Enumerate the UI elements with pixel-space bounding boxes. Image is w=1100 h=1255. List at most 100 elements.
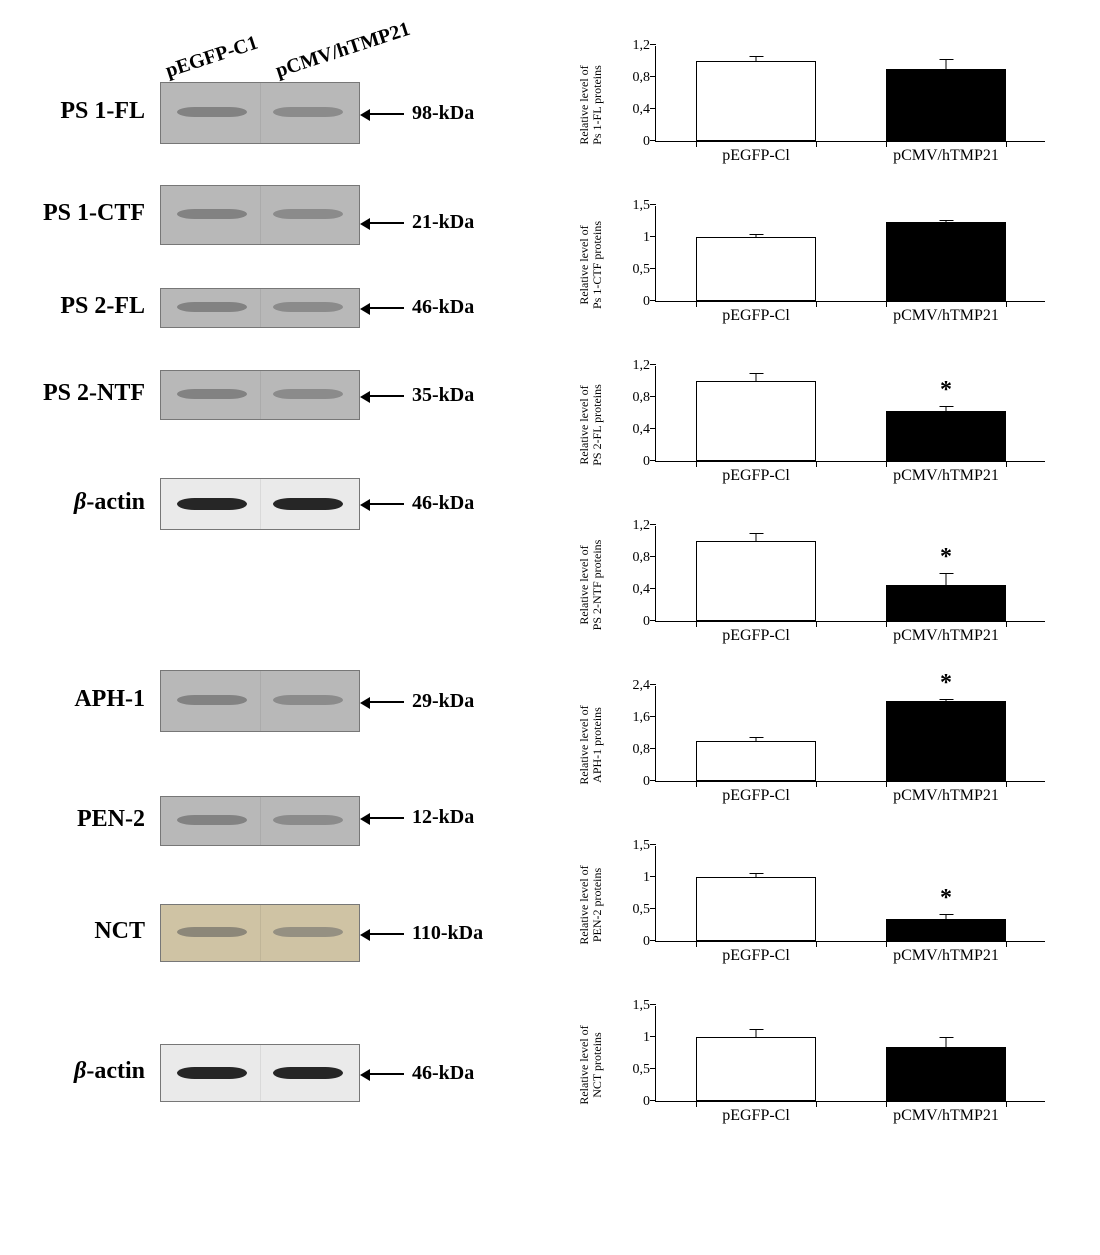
ytick-label: 0 bbox=[643, 454, 656, 470]
mw-arrow-actin2: 46-kDa bbox=[370, 1062, 474, 1085]
ytick-label: 0 bbox=[643, 134, 656, 150]
bar-left bbox=[696, 877, 816, 941]
chart-plot-area: 00,511,5pEGFP-ClpCMV/hTMP21* bbox=[655, 846, 1045, 942]
row-label-aph1: APH-1 bbox=[25, 686, 145, 713]
mw-arrow-pen2: 12-kDa bbox=[370, 806, 474, 829]
xlabel-right: pCMV/hTMP21 bbox=[893, 301, 999, 325]
bar-right bbox=[886, 69, 1006, 141]
blot-column-header-left: pEGFP-C1 bbox=[163, 32, 261, 83]
error-bar-left bbox=[756, 234, 757, 237]
blot-nct bbox=[160, 904, 360, 962]
chart-ylabel: Relative level of PS 2-NTF proteins bbox=[578, 520, 604, 650]
mw-arrow-ps1fl: 98-kDa bbox=[370, 102, 474, 125]
mw-label-nct: 110-kDa bbox=[412, 922, 483, 945]
chart-plot-area: 00,40,81,2pEGFP-ClpCMV/hTMP21 bbox=[655, 46, 1045, 142]
blot-column-header-right: pCMV/hTMP21 bbox=[273, 18, 413, 83]
bar-left bbox=[696, 237, 816, 301]
bar-chart-c1: Relative level of Ps 1-FL proteins00,40,… bbox=[590, 40, 1050, 170]
xlabel-right: pCMV/hTMP21 bbox=[893, 621, 999, 645]
row-label-ps1ctf: PS 1-CTF bbox=[25, 200, 145, 227]
ytick-label: 0,5 bbox=[633, 1062, 657, 1078]
xlabel-right: pCMV/hTMP21 bbox=[893, 461, 999, 485]
mw-arrow-ps1ctf: 21-kDa bbox=[370, 211, 474, 234]
row-label-ps1fl: PS 1-FL bbox=[25, 98, 145, 125]
ytick-label: 0,8 bbox=[633, 70, 657, 86]
mw-label-aph1: 29-kDa bbox=[412, 690, 474, 713]
error-bar-left bbox=[756, 1029, 757, 1037]
ytick-label: 1,2 bbox=[633, 38, 657, 54]
significance-star: * bbox=[940, 377, 952, 404]
error-bar-left bbox=[756, 533, 757, 541]
mw-label-actin1: 46-kDa bbox=[412, 492, 474, 515]
ytick-label: 1,2 bbox=[633, 358, 657, 374]
xlabel-right: pCMV/hTMP21 bbox=[893, 781, 999, 805]
blot-ps2ntf bbox=[160, 370, 360, 420]
arrow-icon bbox=[370, 1073, 404, 1075]
significance-star: * bbox=[940, 885, 952, 912]
error-bar-right bbox=[946, 914, 947, 919]
mw-arrow-ps2ntf: 35-kDa bbox=[370, 384, 474, 407]
ytick-label: 0,4 bbox=[633, 582, 657, 598]
bar-left bbox=[696, 1037, 816, 1101]
ytick-label: 0,8 bbox=[633, 742, 657, 758]
ytick-label: 1,5 bbox=[633, 838, 657, 854]
mw-arrow-actin1: 46-kDa bbox=[370, 492, 474, 515]
row-label-nct: NCT bbox=[25, 918, 145, 945]
arrow-icon bbox=[370, 222, 404, 224]
ytick-label: 0,8 bbox=[633, 550, 657, 566]
bar-right bbox=[886, 1047, 1006, 1101]
mw-arrow-nct: 110-kDa bbox=[370, 922, 483, 945]
bar-left bbox=[696, 741, 816, 781]
error-bar-left bbox=[756, 373, 757, 381]
arrow-icon bbox=[370, 307, 404, 309]
blot-pen2 bbox=[160, 796, 360, 846]
xlabel-left: pEGFP-Cl bbox=[722, 621, 790, 645]
ytick-label: 0 bbox=[643, 1094, 656, 1110]
chart-ylabel: Relative level of Ps 1-FL proteins bbox=[578, 40, 604, 170]
bar-left bbox=[696, 381, 816, 461]
error-bar-right bbox=[946, 220, 947, 222]
ytick-label: 0,4 bbox=[633, 422, 657, 438]
ytick-label: 0 bbox=[643, 774, 656, 790]
ytick-label: 0 bbox=[643, 614, 656, 630]
bar-left bbox=[696, 61, 816, 141]
mw-arrow-aph1: 29-kDa bbox=[370, 690, 474, 713]
blot-ps2fl bbox=[160, 288, 360, 328]
error-bar-left bbox=[756, 56, 757, 61]
ytick-label: 1 bbox=[643, 230, 656, 246]
ytick-label: 1,6 bbox=[633, 710, 657, 726]
error-bar-right bbox=[946, 59, 947, 69]
error-bar-right bbox=[946, 573, 947, 585]
ytick-label: 1 bbox=[643, 870, 656, 886]
row-label-actin2: β-actin bbox=[25, 1058, 145, 1085]
bar-right bbox=[886, 411, 1006, 461]
chart-ylabel: Relative level of Ps 1-CTF proteins bbox=[578, 200, 604, 330]
chart-plot-area: 00,511,5pEGFP-ClpCMV/hTMP21 bbox=[655, 1006, 1045, 1102]
mw-label-ps2ntf: 35-kDa bbox=[412, 384, 474, 407]
ytick-label: 2,4 bbox=[633, 678, 657, 694]
bar-left bbox=[696, 541, 816, 621]
bar-chart-c4: Relative level of PS 2-NTF proteins00,40… bbox=[590, 520, 1050, 650]
chart-plot-area: 00,40,81,2pEGFP-ClpCMV/hTMP21* bbox=[655, 366, 1045, 462]
arrow-icon bbox=[370, 503, 404, 505]
ytick-label: 1,5 bbox=[633, 998, 657, 1014]
blot-actin1 bbox=[160, 478, 360, 530]
ytick-label: 0 bbox=[643, 934, 656, 950]
error-bar-right bbox=[946, 699, 947, 701]
xlabel-right: pCMV/hTMP21 bbox=[893, 1101, 999, 1125]
arrow-icon bbox=[370, 395, 404, 397]
bar-right bbox=[886, 222, 1006, 301]
ytick-label: 1,5 bbox=[633, 198, 657, 214]
error-bar-left bbox=[756, 873, 757, 877]
chart-ylabel: Relative level of APH-1 proteins bbox=[578, 680, 604, 810]
arrow-icon bbox=[370, 701, 404, 703]
ytick-label: 0 bbox=[643, 294, 656, 310]
bar-right bbox=[886, 585, 1006, 621]
row-label-ps2ntf: PS 2-NTF bbox=[25, 380, 145, 407]
chart-plot-area: 00,40,81,2pEGFP-ClpCMV/hTMP21* bbox=[655, 526, 1045, 622]
significance-star: * bbox=[940, 670, 952, 697]
error-bar-right bbox=[946, 406, 947, 412]
xlabel-right: pCMV/hTMP21 bbox=[893, 141, 999, 165]
xlabel-left: pEGFP-Cl bbox=[722, 781, 790, 805]
ytick-label: 0,8 bbox=[633, 390, 657, 406]
